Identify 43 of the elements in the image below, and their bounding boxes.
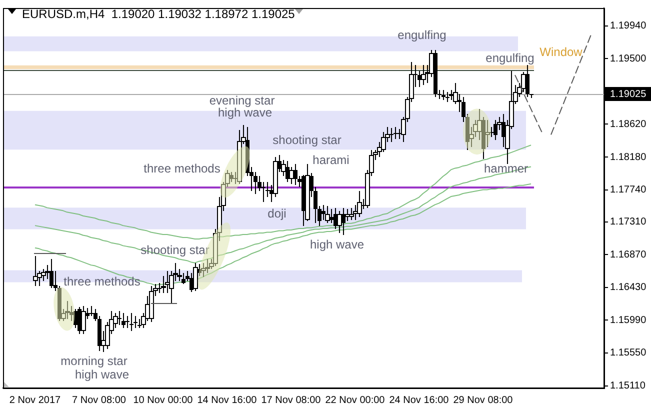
y-tick-label: 1.15990 bbox=[610, 314, 647, 326]
annotation: engulfing bbox=[486, 50, 534, 65]
x-tick-label: 14 Nov 16:00 bbox=[197, 394, 258, 406]
candlestick bbox=[442, 90, 446, 100]
y-tick-label: 1.15110 bbox=[610, 380, 646, 392]
y-tick-label: 1.17310 bbox=[610, 216, 647, 228]
ref-line-label: 1.19025 bbox=[610, 88, 647, 100]
chart-title: EURUSD.m,H4 1.19020 1.19032 1.18972 1.19025 bbox=[22, 7, 295, 21]
x-tick-label: 2 Nov 2017 bbox=[9, 394, 62, 406]
y-tick-label: 1.18620 bbox=[610, 118, 647, 130]
annotation: doji bbox=[268, 206, 286, 221]
x-tick-label: 24 Nov 16:00 bbox=[389, 394, 450, 406]
y-tick-label: 1.15550 bbox=[610, 348, 647, 359]
candlestick bbox=[149, 286, 154, 322]
annotation: harami bbox=[312, 153, 350, 168]
y-tick-label: 1.16870 bbox=[610, 249, 647, 260]
annotation: three methods bbox=[144, 161, 220, 176]
candlestick bbox=[81, 306, 86, 334]
y-tick-label: 1.19940 bbox=[610, 20, 647, 32]
candlestick bbox=[122, 312, 126, 328]
y-tick-label: 1.17740 bbox=[610, 184, 647, 196]
candlestick bbox=[74, 308, 78, 328]
text: Window bbox=[540, 45, 583, 60]
annotation: high wave bbox=[310, 237, 364, 252]
y-tick-label: 1.16430 bbox=[610, 282, 647, 294]
annotation: shooting star bbox=[140, 243, 210, 258]
x-tick-label: 17 Nov 08:00 bbox=[261, 394, 322, 406]
x-tick-label: 22 Nov 00:00 bbox=[325, 394, 386, 406]
candlestick bbox=[193, 262, 198, 292]
annotation: high wave bbox=[74, 368, 130, 382]
candlestick bbox=[130, 312, 134, 332]
annotation: hammer bbox=[484, 161, 528, 176]
y-tick-label: 1.19500 bbox=[610, 53, 647, 64]
x-tick-label: 29 Nov 08:00 bbox=[453, 394, 514, 406]
x-tick-label: 10 Nov 00:00 bbox=[133, 394, 194, 406]
annotation: morning star bbox=[60, 354, 128, 368]
annotation: shooting star bbox=[272, 132, 342, 147]
x-tick-label: 7 Nov 08:00 bbox=[72, 394, 126, 406]
annotation: evening star bbox=[209, 93, 275, 108]
annotation: three methods bbox=[64, 274, 140, 289]
y-tick-label: 1.18180 bbox=[610, 152, 647, 163]
candlestick bbox=[494, 120, 498, 140]
annotation: engulfing bbox=[398, 28, 446, 42]
